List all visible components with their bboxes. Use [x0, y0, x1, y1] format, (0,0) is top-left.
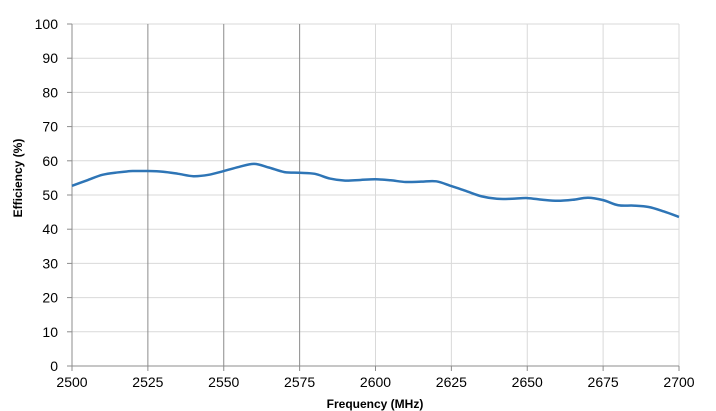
- y-tick-label: 10: [42, 324, 58, 340]
- x-tick-label: 2625: [436, 374, 467, 390]
- y-tick-label: 0: [50, 358, 58, 374]
- y-tick-label: 50: [42, 187, 58, 203]
- y-axis-title: Efficiency (%): [11, 139, 25, 218]
- x-axis-title: Frequency (MHz): [327, 397, 424, 411]
- x-tick-label: 2575: [284, 374, 315, 390]
- x-tick-label: 2650: [512, 374, 543, 390]
- efficiency-series-line: [71, 162, 680, 219]
- y-tick-label: 90: [42, 50, 58, 66]
- x-tick-label: 2500: [56, 374, 87, 390]
- y-tick-label: 40: [42, 221, 58, 237]
- x-tick-label: 2700: [663, 374, 694, 390]
- series-layer: [71, 162, 680, 219]
- x-tick-label: 2525: [132, 374, 163, 390]
- y-tick-label: 70: [42, 119, 58, 135]
- axes: [67, 23, 680, 371]
- y-tick-label: 20: [42, 290, 58, 306]
- x-tick-label: 2600: [360, 374, 391, 390]
- y-tick-label: 60: [42, 153, 58, 169]
- x-tick-label: 2675: [588, 374, 619, 390]
- x-tick-label: 2550: [208, 374, 239, 390]
- y-tick-label: 80: [42, 84, 58, 100]
- y-tick-label: 30: [42, 255, 58, 271]
- tick-labels: 0 10 20 30 40 50 60 70 80 90 100 2500 2525 2550 2575 26…: [35, 16, 695, 390]
- y-tick-label: 100: [35, 16, 59, 32]
- grid: [72, 23, 680, 366]
